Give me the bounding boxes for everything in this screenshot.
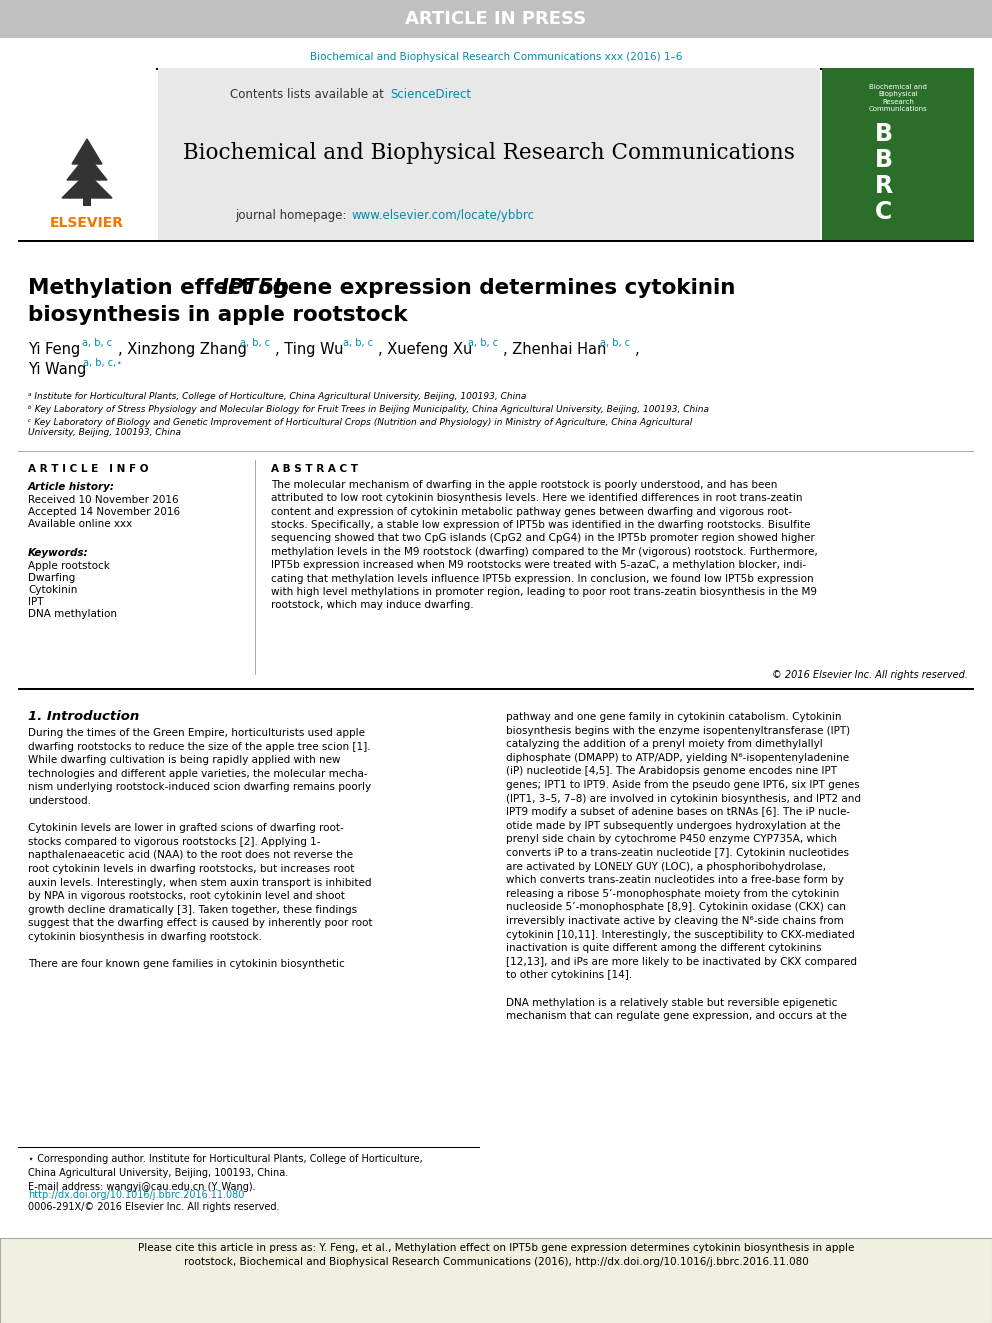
- Bar: [0, 0, 992, 38]
- Text: IPT: IPT: [28, 597, 44, 607]
- Text: Biochemical and Biophysical Research Communications xxx (2016) 1–6: Biochemical and Biophysical Research Com…: [310, 52, 682, 62]
- Text: Contents lists available at: Contents lists available at: [230, 87, 388, 101]
- Text: Cytokinin: Cytokinin: [28, 585, 77, 595]
- Text: biosynthesis in apple rootstock: biosynthesis in apple rootstock: [28, 306, 408, 325]
- Text: Received 10 November 2016: Received 10 November 2016: [28, 495, 179, 505]
- Text: 0006-291X/© 2016 Elsevier Inc. All rights reserved.: 0006-291X/© 2016 Elsevier Inc. All right…: [28, 1203, 280, 1212]
- Bar: [0, 1238, 992, 1323]
- Text: 1. Introduction: 1. Introduction: [28, 710, 139, 722]
- Text: A R T I C L E   I N F O: A R T I C L E I N F O: [28, 464, 149, 474]
- Polygon shape: [67, 155, 107, 180]
- Text: Biochemical and Biophysical Research Communications: Biochemical and Biophysical Research Com…: [184, 142, 795, 164]
- Bar: [18, 67, 974, 70]
- Text: Dwarfing: Dwarfing: [28, 573, 75, 583]
- Text: The molecular mechanism of dwarfing in the apple rootstock is poorly understood,: The molecular mechanism of dwarfing in t…: [271, 480, 817, 610]
- Text: ⋆ Corresponding author. Institute for Horticultural Plants, College of Horticult: ⋆ Corresponding author. Institute for Ho…: [28, 1154, 423, 1192]
- Text: Accepted 14 November 2016: Accepted 14 November 2016: [28, 507, 181, 517]
- Bar: [18, 688, 974, 691]
- Text: ᶜ Key Laboratory of Biology and Genetic Improvement of Horticultural Crops (Nutr: ᶜ Key Laboratory of Biology and Genetic …: [28, 418, 692, 438]
- Bar: [158, 67, 820, 242]
- Text: http://dx.doi.org/10.1016/j.bbrc.2016.11.080: http://dx.doi.org/10.1016/j.bbrc.2016.11…: [28, 1189, 244, 1200]
- Text: ScienceDirect: ScienceDirect: [390, 87, 471, 101]
- Text: IPT5b: IPT5b: [221, 278, 290, 298]
- Polygon shape: [62, 173, 112, 198]
- Text: Yi Feng: Yi Feng: [28, 343, 80, 357]
- Text: Apple rootstock: Apple rootstock: [28, 561, 110, 572]
- Text: a, b, c,⋆: a, b, c,⋆: [83, 359, 122, 368]
- Text: , Ting Wu: , Ting Wu: [275, 343, 343, 357]
- Text: B
B
R
C: B B R C: [875, 122, 893, 224]
- Text: Biochemical and
Biophysical
Research
Communications: Biochemical and Biophysical Research Com…: [869, 83, 928, 112]
- Text: Article history:: Article history:: [28, 482, 115, 492]
- Text: a, b, c: a, b, c: [82, 337, 112, 348]
- Text: ELSEVIER: ELSEVIER: [50, 216, 124, 230]
- Text: During the times of the Green Empire, horticulturists used apple
dwarfing rootst: During the times of the Green Empire, ho…: [28, 728, 373, 970]
- Text: a, b, c: a, b, c: [600, 337, 630, 348]
- Bar: [18, 67, 156, 242]
- Bar: [18, 239, 974, 242]
- Text: , Xuefeng Xu: , Xuefeng Xu: [378, 343, 472, 357]
- Text: Keywords:: Keywords:: [28, 548, 88, 558]
- Text: A B S T R A C T: A B S T R A C T: [271, 464, 358, 474]
- Polygon shape: [72, 139, 102, 164]
- Text: Yi Wang: Yi Wang: [28, 363, 86, 377]
- Text: © 2016 Elsevier Inc. All rights reserved.: © 2016 Elsevier Inc. All rights reserved…: [772, 669, 968, 680]
- Text: ,: ,: [635, 343, 640, 357]
- Text: a, b, c: a, b, c: [343, 337, 373, 348]
- Text: , Xinzhong Zhang: , Xinzhong Zhang: [118, 343, 247, 357]
- Text: pathway and one gene family in cytokinin catabolism. Cytokinin
biosynthesis begi: pathway and one gene family in cytokinin…: [506, 712, 861, 1021]
- Text: ᵃ Institute for Horticultural Plants, College of Horticulture, China Agricultura: ᵃ Institute for Horticultural Plants, Co…: [28, 392, 527, 401]
- Text: Available online xxx: Available online xxx: [28, 519, 132, 529]
- Bar: [822, 67, 974, 242]
- Text: journal homepage:: journal homepage:: [235, 209, 350, 222]
- Text: gene expression determines cytokinin: gene expression determines cytokinin: [265, 278, 735, 298]
- Text: , Zhenhai Han: , Zhenhai Han: [503, 343, 606, 357]
- Text: DNA methylation: DNA methylation: [28, 609, 117, 619]
- Text: Methylation effect on: Methylation effect on: [28, 278, 296, 298]
- Text: www.elsevier.com/locate/ybbrc: www.elsevier.com/locate/ybbrc: [352, 209, 535, 222]
- Text: ᵇ Key Laboratory of Stress Physiology and Molecular Biology for Fruit Trees in B: ᵇ Key Laboratory of Stress Physiology an…: [28, 405, 709, 414]
- Text: a, b, c: a, b, c: [468, 337, 498, 348]
- Text: ARTICLE IN PRESS: ARTICLE IN PRESS: [406, 11, 586, 28]
- Text: Please cite this article in press as: Y. Feng, et al., Methylation effect on IPT: Please cite this article in press as: Y.…: [138, 1244, 854, 1267]
- Bar: [83, 192, 91, 206]
- Text: a, b, c: a, b, c: [240, 337, 270, 348]
